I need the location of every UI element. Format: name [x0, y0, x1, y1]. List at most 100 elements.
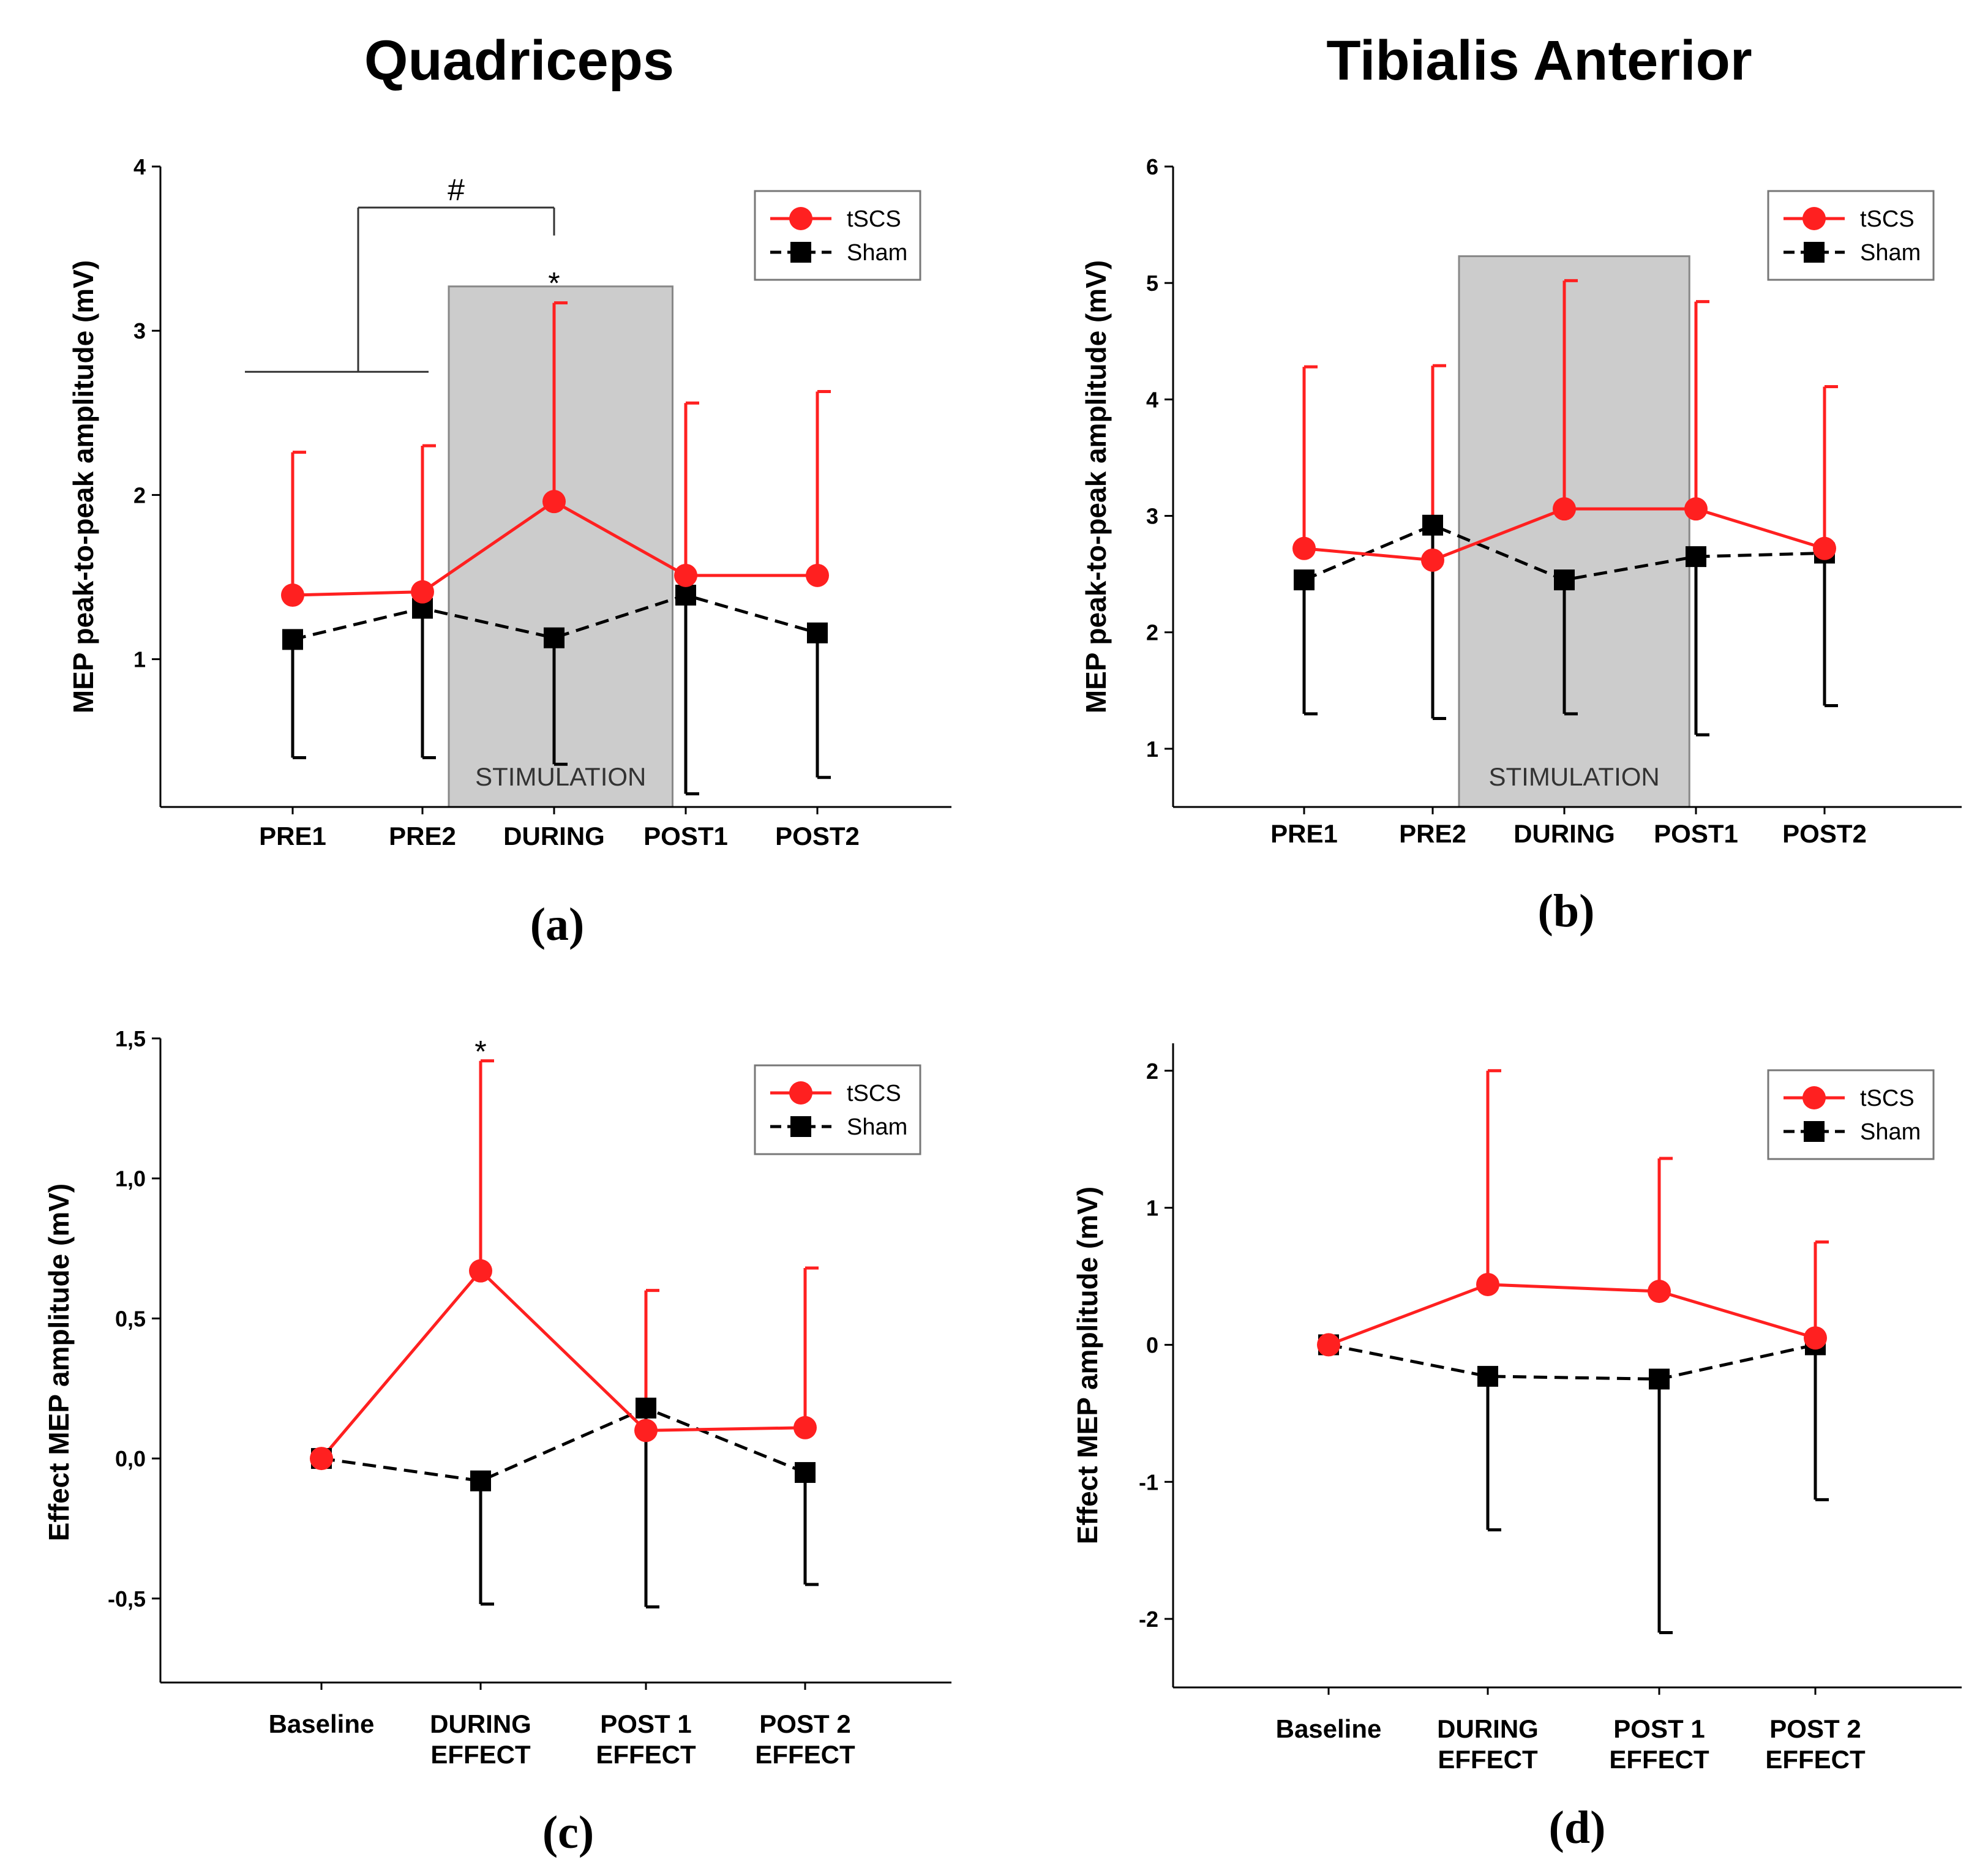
y-axis-label: Effect MEP amplitude (mV): [43, 1184, 75, 1541]
x-tick-label: POST 2 EFFECT: [1765, 1714, 1866, 1774]
x-tick-label: PRE2: [1399, 819, 1466, 848]
y-tick-label: -2: [1139, 1607, 1158, 1632]
y-tick-label: 1: [133, 647, 146, 672]
legend-sham-label: Sham: [1860, 240, 1921, 266]
y-tick-label: 5: [1146, 271, 1158, 296]
tscs-point: [1684, 497, 1708, 521]
sham-point: [470, 1470, 491, 1491]
tscs-point: [1648, 1280, 1671, 1304]
legend-tscs-label: tSCS: [847, 1081, 901, 1106]
panel-label-d: (d): [1549, 1802, 1606, 1853]
y-tick-label: 4: [133, 154, 146, 179]
panel-label-c: (c): [542, 1807, 594, 1858]
y-axis-label: MEP peak-to-peak amplitude (mV): [1080, 260, 1112, 713]
stimulation-label: STIMULATION: [475, 762, 646, 791]
x-tick-label-line: Baseline: [1276, 1714, 1382, 1743]
legend-sham-marker: [1804, 1121, 1825, 1142]
x-tick-label: DURING: [503, 822, 605, 850]
sham-point: [1294, 569, 1315, 591]
x-tick-label-line: DURING: [1514, 819, 1615, 848]
sham-series-line: [292, 593, 818, 641]
stimulation-region: [1458, 255, 1690, 808]
legend-box: [754, 190, 921, 281]
legend-sham-marker: [790, 1116, 811, 1137]
y-tick-label: 3: [1146, 504, 1158, 529]
legend-box: [1767, 1069, 1935, 1160]
legend-tscs-marker: [789, 207, 812, 230]
stimulation-label: STIMULATION: [1489, 762, 1660, 791]
legend-tscs-marker: [1802, 1086, 1826, 1109]
sham-point: [636, 1397, 656, 1419]
x-tick-label-line: PRE1: [1270, 819, 1338, 848]
x-tick-label-line: EFFECT: [1438, 1745, 1538, 1774]
panel-label-b: (b): [1538, 885, 1595, 937]
sham-point: [1686, 546, 1706, 568]
tscs-point: [1804, 1326, 1827, 1350]
x-tick-label-line: POST1: [1654, 819, 1738, 848]
column-title-tibialis-anterior: Tibialis Anterior: [1326, 29, 1752, 92]
y-tick-label: -1: [1139, 1469, 1158, 1495]
legend-tscs-label: tSCS: [847, 206, 901, 232]
y-tick-label: 4: [1146, 387, 1158, 412]
legend-sham-label: Sham: [847, 240, 907, 266]
sham-point: [1649, 1368, 1670, 1390]
tscs-point: [411, 580, 434, 604]
x-tick-label: Baseline: [1276, 1714, 1382, 1743]
y-tick-label: 2: [133, 482, 146, 508]
legend-sham-label: Sham: [1860, 1119, 1921, 1145]
tscs-point: [1813, 536, 1836, 560]
tscs-point: [310, 1447, 333, 1471]
chart-panel-d: -2 -1 0 1 2 Effect MEP amplitude (mV) Baseline…: [1071, 1043, 1962, 1774]
x-tick-label-line: POST1: [643, 822, 728, 850]
y-tick-label: 0,0: [115, 1446, 146, 1471]
x-tick-label-line: EFFECT: [755, 1740, 855, 1769]
tscs-point: [674, 563, 697, 587]
legend-sham-marker: [790, 242, 811, 263]
tscs-point: [1317, 1333, 1340, 1357]
sham-point: [282, 629, 303, 650]
sham-point: [544, 627, 565, 648]
x-tick-label-line: DURING: [430, 1709, 531, 1738]
y-tick-label: 3: [133, 318, 146, 343]
y-tick-label: 1,5: [115, 1026, 146, 1051]
sham-series-line: [321, 1406, 806, 1483]
stimulation-region: [448, 285, 673, 808]
sham-point: [1422, 514, 1443, 536]
tscs-point: [1553, 497, 1576, 521]
chart-panel-a: STIMULATION 1 2 3 4 MEP peak-to-peak amplitud…: [67, 154, 951, 850]
x-tick-label-line: EFFECT: [1609, 1745, 1709, 1774]
significance-asterisk: *: [548, 266, 560, 301]
y-tick-label: 6: [1146, 154, 1158, 179]
tscs-point: [1292, 536, 1316, 560]
x-tick-label-line: POST 1: [600, 1709, 691, 1738]
legend-box: [754, 1064, 921, 1155]
tscs-point: [634, 1419, 658, 1443]
sham-point: [1554, 569, 1575, 591]
x-tick-label: POST2: [775, 822, 860, 850]
y-tick-label: -0,5: [108, 1586, 146, 1611]
column-title-quadriceps: Quadriceps: [364, 29, 674, 92]
legend-box: [1767, 190, 1935, 281]
legend-tscs-label: tSCS: [1860, 206, 1915, 232]
x-tick-label-line: DURING: [503, 822, 605, 850]
panel-label-a: (a): [530, 899, 585, 950]
chart-panel-b: STIMULATION 1 2 3 4 5 6 MEP peak-to-peak amplit…: [1080, 154, 1962, 848]
y-tick-label: 1: [1146, 1196, 1158, 1221]
sham-point: [807, 622, 828, 643]
sham-series-line: [1328, 1343, 1816, 1381]
sham-point: [795, 1461, 816, 1483]
y-tick-label: 0,5: [115, 1306, 146, 1331]
tscs-point: [1421, 548, 1444, 572]
tscs-series-line: [320, 1268, 806, 1460]
x-tick-label: Baseline: [269, 1709, 375, 1738]
x-tick-label: POST 1 EFFECT: [1609, 1714, 1709, 1774]
x-tick-label-line: DURING: [1437, 1714, 1539, 1743]
legend-tscs-marker: [789, 1081, 812, 1105]
x-tick-label-line: POST 1: [1613, 1714, 1705, 1743]
x-tick-label: DURING: [1514, 819, 1615, 848]
x-tick-label: DURING EFFECT: [430, 1709, 531, 1769]
tscs-point: [1476, 1272, 1499, 1296]
legend-sham-label: Sham: [847, 1114, 907, 1140]
tscs-series-line: [1328, 1283, 1816, 1346]
